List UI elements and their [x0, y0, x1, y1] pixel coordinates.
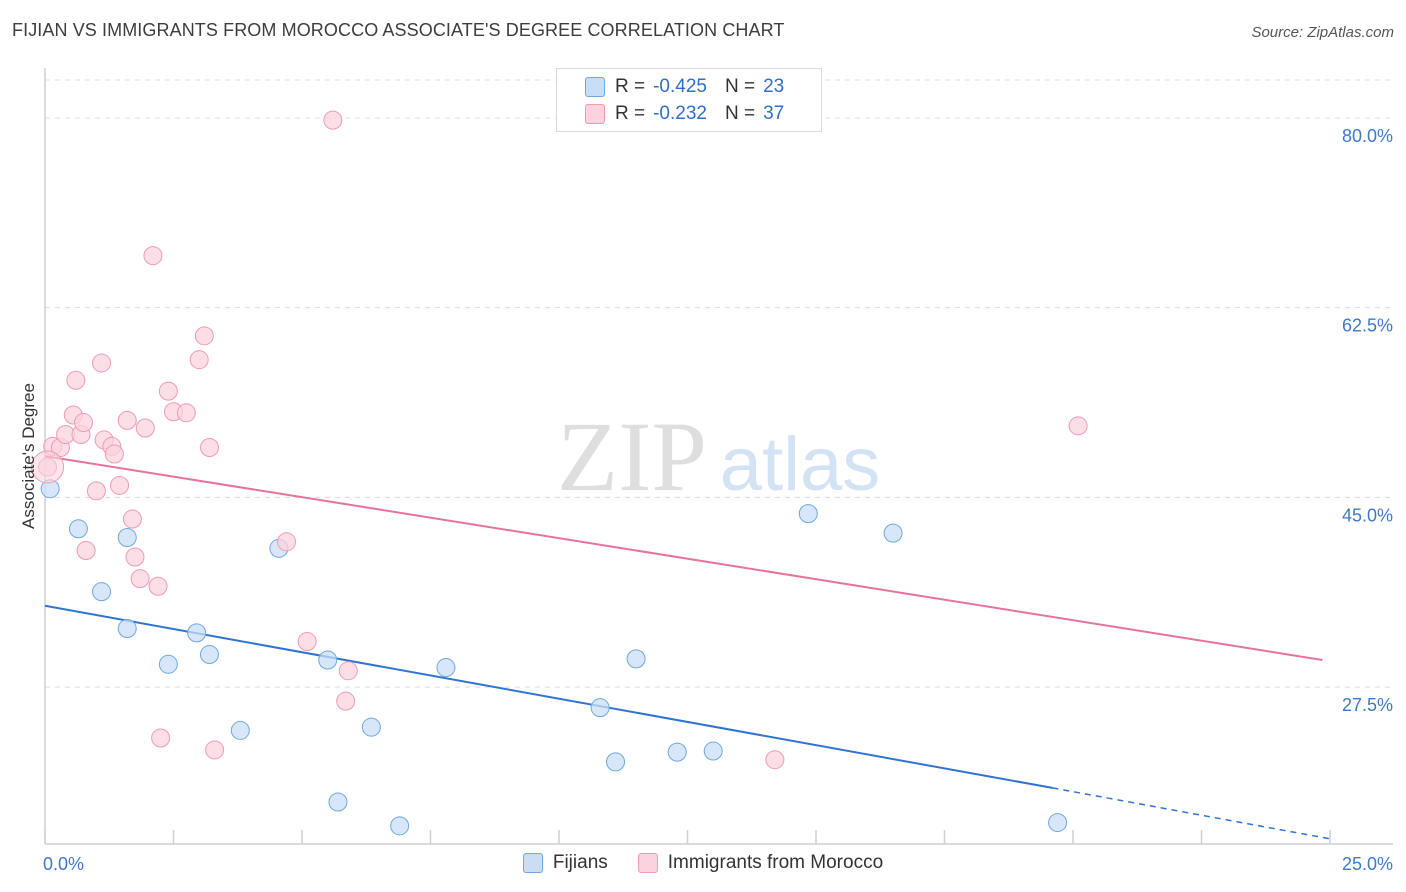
point-morocco: [194, 326, 214, 346]
point-fijians: [626, 649, 646, 669]
y-tick-label: 45.0%: [1342, 505, 1393, 525]
point-morocco: [148, 576, 168, 596]
point-fijians: [318, 650, 338, 670]
watermark-zip: ZIP: [557, 401, 707, 512]
trend-line-morocco: [44, 455, 1323, 661]
point-morocco: [336, 691, 356, 711]
n-value: 37: [763, 103, 785, 124]
y-tick-label: 62.5%: [1342, 316, 1393, 336]
point-fijians: [117, 619, 137, 639]
point-morocco: [143, 246, 163, 266]
n-label: N =: [724, 76, 756, 97]
x-tick-label: 0.0%: [43, 854, 84, 874]
point-morocco: [277, 532, 297, 552]
x-tick-label: 25.0%: [1342, 854, 1393, 874]
point-morocco: [110, 475, 130, 495]
data-points: [31, 110, 1088, 836]
point-morocco: [135, 418, 155, 438]
point-fijians: [187, 623, 207, 643]
point-fijians: [117, 527, 137, 547]
point-morocco: [86, 481, 106, 501]
point-fijians: [798, 504, 818, 524]
point-fijians: [667, 742, 687, 762]
r-label: R =: [615, 103, 646, 124]
point-morocco: [76, 540, 96, 560]
morocco-legend-swatch: [637, 853, 658, 873]
point-morocco: [92, 353, 112, 373]
point-morocco: [66, 370, 86, 390]
point-morocco: [151, 728, 171, 748]
legend-item-morocco[interactable]: Immigrants from Morocco: [637, 852, 884, 874]
point-morocco: [122, 509, 142, 529]
stats-row-morocco: R = -0.232 N = 37: [585, 103, 784, 125]
point-fijians: [328, 792, 348, 812]
r-value: -0.425: [653, 76, 707, 97]
r-label: R =: [615, 76, 646, 97]
point-fijians: [606, 752, 626, 772]
n-value: 23: [763, 76, 785, 97]
legend-label-morocco: Immigrants from Morocco: [667, 852, 884, 873]
point-morocco: [205, 740, 225, 760]
stats-legend: R = -0.425 N = 23 R = -0.232 N = 37: [556, 68, 822, 132]
point-morocco: [104, 444, 124, 464]
point-fijians: [158, 654, 178, 674]
point-fijians: [703, 741, 723, 761]
chart-source: Source: ZipAtlas.com: [1251, 24, 1394, 41]
point-morocco: [765, 750, 785, 770]
point-morocco: [199, 437, 219, 457]
point-morocco: [338, 661, 358, 681]
point-fijians: [68, 519, 88, 539]
point-fijians: [361, 717, 381, 737]
stats-row-fijians: R = -0.425 N = 23: [585, 76, 784, 98]
point-fijians: [390, 816, 410, 836]
point-morocco: [125, 547, 145, 567]
point-morocco: [130, 569, 150, 589]
fijians-swatch: [585, 77, 605, 97]
trend-line-extension: [1052, 787, 1331, 840]
chart-title: FIJIAN VS IMMIGRANTS FROM MOROCCO ASSOCI…: [12, 20, 785, 40]
point-morocco-large: [31, 450, 65, 484]
r-value: -0.232: [653, 103, 707, 124]
point-morocco: [297, 632, 317, 652]
point-fijians: [92, 582, 112, 602]
watermark-atlas: atlas: [720, 422, 881, 507]
point-morocco: [323, 110, 343, 130]
point-fijians: [199, 645, 219, 665]
watermark: ZIP atlas: [557, 401, 880, 512]
trend-lines: [44, 455, 1331, 840]
axis-labels: 27.5% 45.0% 62.5% 80.0% 0.0% 25.0%: [43, 126, 1393, 874]
series-legend: Fijians Immigrants from Morocco: [0, 852, 1406, 874]
morocco-swatch: [585, 104, 605, 124]
y-axis-label: Associate's Degree: [19, 383, 38, 529]
point-morocco: [74, 413, 94, 433]
legend-label-fijians: Fijians: [552, 852, 608, 873]
point-morocco: [1068, 416, 1088, 436]
legend-item-fijians[interactable]: Fijians: [522, 852, 608, 874]
point-morocco: [117, 410, 137, 430]
y-tick-label: 80.0%: [1342, 126, 1393, 146]
point-fijians: [883, 523, 903, 543]
point-morocco: [176, 403, 196, 423]
point-fijians: [436, 658, 456, 678]
gridlines: [45, 79, 1393, 688]
y-tick-label: 27.5%: [1342, 695, 1393, 715]
point-morocco: [158, 381, 178, 401]
trend-line-fijians: [44, 604, 1053, 789]
n-label: N =: [724, 103, 756, 124]
point-morocco: [189, 350, 209, 370]
point-fijians: [1048, 813, 1068, 833]
fijians-legend-swatch: [522, 853, 543, 873]
point-fijians: [590, 698, 610, 718]
point-fijians: [230, 720, 250, 740]
